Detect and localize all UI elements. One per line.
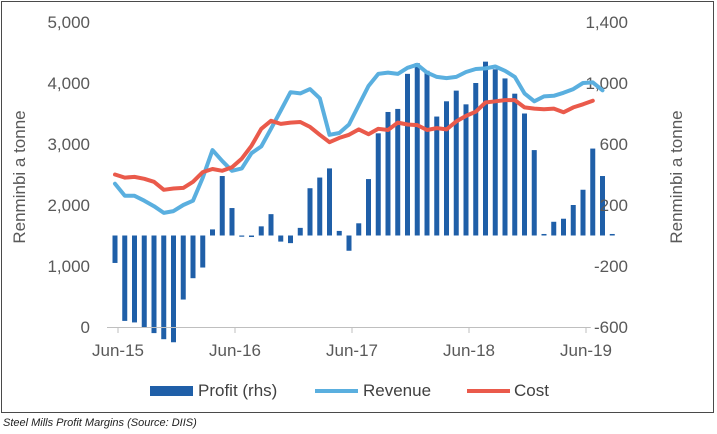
profit-bar [161, 235, 167, 340]
right-tick-label: 200 [600, 196, 628, 215]
profit-bar [502, 78, 508, 236]
profit-bar [366, 179, 371, 236]
profit-bar [151, 235, 157, 334]
legend-profit-label: Profit (rhs) [198, 381, 277, 400]
profit-bar [375, 133, 381, 236]
profit-bar [180, 235, 186, 300]
profit-bar [141, 235, 147, 327]
profit-bar [512, 93, 518, 236]
profit-bar [327, 168, 332, 236]
right-tick-label: 600 [600, 135, 628, 154]
profit-bar [405, 73, 410, 236]
profit-bar [249, 235, 254, 238]
profit-bar [288, 235, 293, 244]
profit-bar [570, 205, 576, 236]
profit-bar [122, 235, 128, 321]
profit-bar [219, 176, 225, 236]
profit-bar [336, 230, 342, 236]
x-tick-label: Jun-17 [326, 341, 378, 360]
revenue-line [113, 62, 605, 215]
profit-bar [385, 111, 391, 236]
profit-bar [444, 101, 449, 236]
legend-profit-swatch [150, 386, 193, 396]
profit-bar [531, 150, 537, 236]
profit-bar [297, 227, 303, 236]
right-tick-label: 1,400 [585, 13, 628, 32]
left-tick-label: 2,000 [47, 196, 90, 215]
right-tick-label: 1,000 [585, 74, 628, 93]
profit-bar [346, 235, 352, 251]
profit-bar [239, 235, 245, 237]
left-axis-title: Renminbi a tonne [10, 110, 29, 243]
profit-bar [434, 116, 440, 236]
legend-revenue-label: Revenue [363, 381, 431, 400]
profit-bar [414, 63, 420, 236]
right-axis-ticks: -600 -200 200 600 1,000 1,400 [585, 13, 628, 337]
legend: Profit (rhs) Revenue Cost [150, 381, 549, 400]
profit-bar [473, 83, 479, 236]
profit-bar [453, 90, 459, 236]
profit-bar [210, 229, 215, 236]
left-axis-ticks: 0 1,000 2,000 3,000 4,000 5,000 [47, 13, 90, 337]
combo-chart: Jun-15 Jun-16 Jun-17 Jun-18 Jun-19 0 1,000 2,0… [10, 13, 686, 400]
profit-bar [307, 188, 313, 236]
profit-bar [580, 189, 586, 236]
left-tick-label: 1,000 [47, 257, 90, 276]
profit-bar [171, 235, 176, 343]
left-tick-label: 4,000 [47, 74, 90, 93]
profit-bar [268, 214, 274, 236]
profit-bar [551, 221, 557, 236]
profit-bar [600, 176, 605, 236]
profit-bar [132, 235, 137, 323]
cost-line [113, 98, 595, 192]
profit-bar [561, 218, 566, 236]
chart-frame: Jun-15 Jun-16 Jun-17 Jun-18 Jun-19 0 1,000 2,0… [1, 1, 714, 413]
profit-bar [278, 235, 284, 242]
profit-bar [492, 69, 498, 236]
left-tick-label: 5,000 [47, 13, 90, 32]
profit-bar [463, 104, 469, 236]
profit-bars [112, 61, 615, 343]
x-tick-label: Jun-16 [209, 341, 261, 360]
profit-bar [395, 108, 401, 236]
profit-bar [317, 177, 323, 236]
profit-bar [522, 113, 527, 236]
profit-bar [609, 233, 615, 236]
profit-bar [190, 235, 196, 279]
right-tick-label: -200 [594, 257, 628, 276]
profit-bar [356, 223, 362, 236]
profit-bar [200, 235, 206, 268]
profit-bar [424, 70, 430, 236]
left-tick-label: 0 [81, 318, 90, 337]
legend-cost-label: Cost [514, 381, 549, 400]
profit-bar [541, 233, 547, 236]
x-tick-label: Jun-19 [560, 341, 612, 360]
right-tick-label: -600 [594, 318, 628, 337]
profit-bar [258, 226, 264, 236]
x-tick-label: Jun-15 [92, 341, 144, 360]
profit-bar [112, 235, 118, 263]
profit-bar [483, 61, 488, 236]
profit-bar [229, 208, 235, 236]
x-axis-ticks: Jun-15 Jun-16 Jun-17 Jun-18 Jun-19 [92, 327, 612, 360]
profit-bar [590, 148, 596, 236]
right-axis-title: Renminbi a tonne [667, 110, 686, 243]
left-tick-label: 3,000 [47, 135, 90, 154]
chart-caption: Steel Mills Profit Margins (Source: DIIS… [3, 417, 197, 429]
x-tick-label: Jun-18 [443, 341, 495, 360]
